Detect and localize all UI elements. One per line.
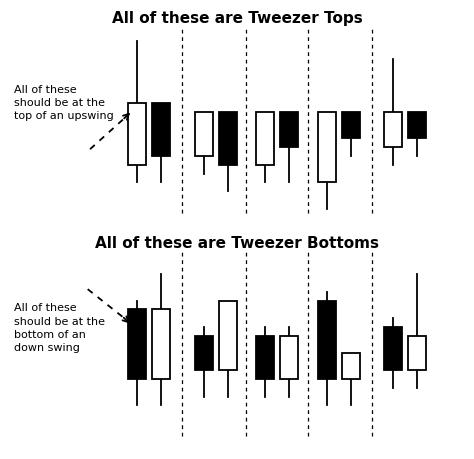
Bar [318,112,336,182]
Bar [342,353,360,379]
Bar [256,112,274,165]
Bar [408,112,426,138]
Bar [195,112,213,156]
Bar [152,103,170,156]
Text: All of these are Tweezer Bottoms: All of these are Tweezer Bottoms [95,236,379,252]
Text: All of these
should be at the
top of an upswing: All of these should be at the top of an … [14,85,114,122]
Bar [408,336,426,370]
Bar [256,336,274,379]
Bar [128,309,146,379]
Bar [152,309,170,379]
Bar [128,103,146,165]
Bar [342,112,360,138]
Bar [280,112,298,147]
Bar [280,336,298,379]
Bar [384,112,402,147]
Text: All of these
should be at the
bottom of an
down swing: All of these should be at the bottom of … [14,303,105,353]
Bar [384,327,402,370]
Text: All of these are Tweezer Tops: All of these are Tweezer Tops [111,11,363,27]
Bar [219,112,237,165]
Bar [219,301,237,370]
Bar [318,301,336,379]
Bar [195,336,213,370]
